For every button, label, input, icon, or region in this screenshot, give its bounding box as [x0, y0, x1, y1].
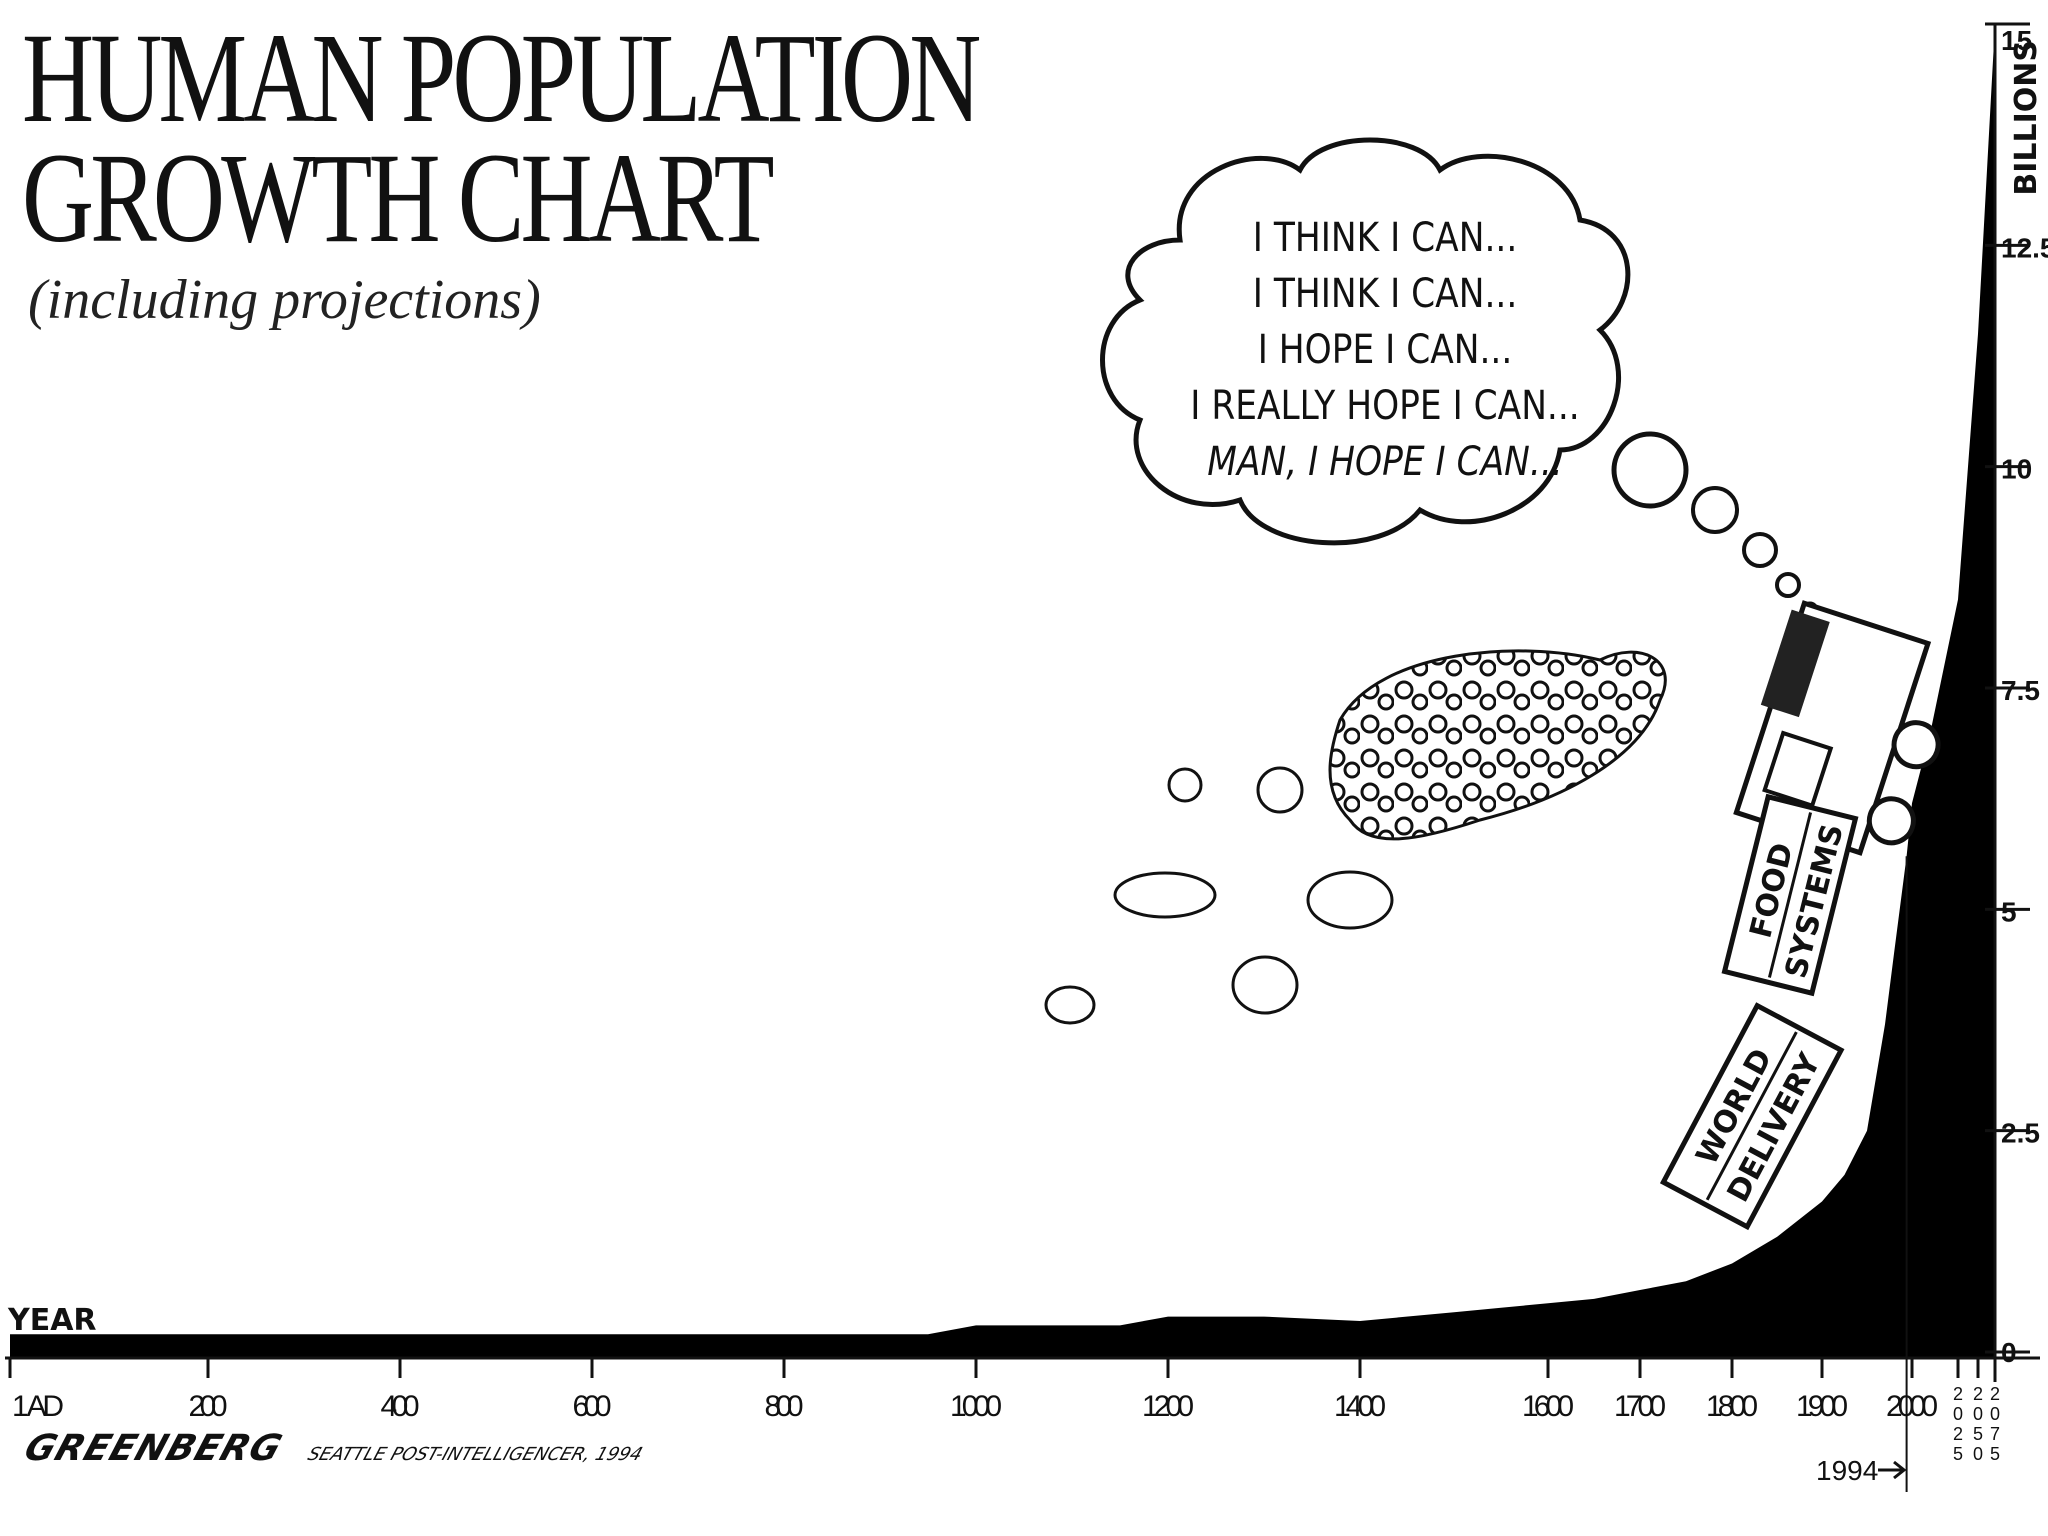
x-tick-label: 600: [573, 1390, 612, 1423]
annotation-arrow: [1878, 1460, 1907, 1480]
smoke-clouds: [1044, 649, 1667, 1025]
thought-line-3: I HOPE I CAN...: [1257, 327, 1513, 373]
x-tick-label: 1900: [1796, 1390, 1848, 1423]
x-tick-label: 400: [381, 1390, 420, 1423]
y-tick-label: 12.5: [2001, 232, 2048, 263]
thought-line-1: I THINK I CAN...: [1252, 215, 1518, 261]
x-tick-label: 1400: [1334, 1390, 1386, 1423]
y-tick-label: 15: [2001, 25, 2032, 56]
title-line-2: GROWTH CHART: [22, 127, 775, 269]
thought-line-5: MAN, I HOPE I CAN...: [1207, 439, 1563, 485]
thought-line-2: I THINK I CAN...: [1252, 271, 1518, 317]
locomotive: [1733, 600, 1941, 856]
title-line-1: HUMAN POPULATION: [22, 7, 981, 149]
y-tick-label: 0: [2001, 1337, 2017, 1368]
chart-subtitle: (including projections): [28, 269, 541, 331]
car-food-systems: FOOD SYSTEMS: [1721, 793, 1859, 997]
thought-bubble-text: I THINK I CAN... I THINK I CAN... I HOPE…: [1150, 210, 1620, 490]
x-tick-label: 1200: [1142, 1390, 1194, 1423]
y-axis-ticks: 0 2.5 5 7.5 10 12.5 15: [1985, 22, 2048, 1368]
x-tick-label: 1000: [950, 1390, 1002, 1423]
artist-credit: GREENBERG SEATTLE POST-INTELLIGENCER, 19…: [19, 1428, 650, 1469]
y-tick-label: 10: [2001, 454, 2032, 485]
thought-line-4: I REALLY HOPE I CAN...: [1190, 383, 1580, 429]
car-world-delivery: WORLD DELIVERY: [1659, 1002, 1845, 1231]
annotation-1994: 1994: [1816, 1455, 1878, 1486]
x-tick-label: 2000: [1886, 1390, 1938, 1423]
artist-signature: GREENBERG: [19, 1428, 288, 1469]
x-tick-label: 200: [189, 1390, 228, 1423]
y-tick-label: 5: [2001, 896, 2017, 927]
x-tick-label: 1700: [1614, 1390, 1666, 1423]
thought-bubble: [1100, 137, 1819, 619]
y-tick-label: 7.5: [2001, 675, 2040, 706]
publication-credit: SEATTLE POST-INTELLIGENCER, 1994: [305, 1444, 646, 1465]
x-tick-label: 800: [765, 1390, 804, 1423]
y-axis-label: BILLIONS: [2009, 40, 2044, 196]
x-axis-ticks: 1 AD 200 400 600 800 1000 1200 1400 1600 1700 1800…: [8, 1358, 2000, 1464]
x-axis-label: YEAR: [7, 1303, 97, 1338]
x-tick-label: 1600: [1522, 1390, 1574, 1423]
population-area: [10, 24, 1995, 1358]
y-tick-label: 2.5: [2001, 1118, 2040, 1149]
x-tick-label: 1 AD: [12, 1390, 64, 1423]
chart-title: HUMAN POPULATION GROWTH CHART: [22, 7, 981, 269]
x-tick-label: 1800: [1706, 1390, 1758, 1423]
